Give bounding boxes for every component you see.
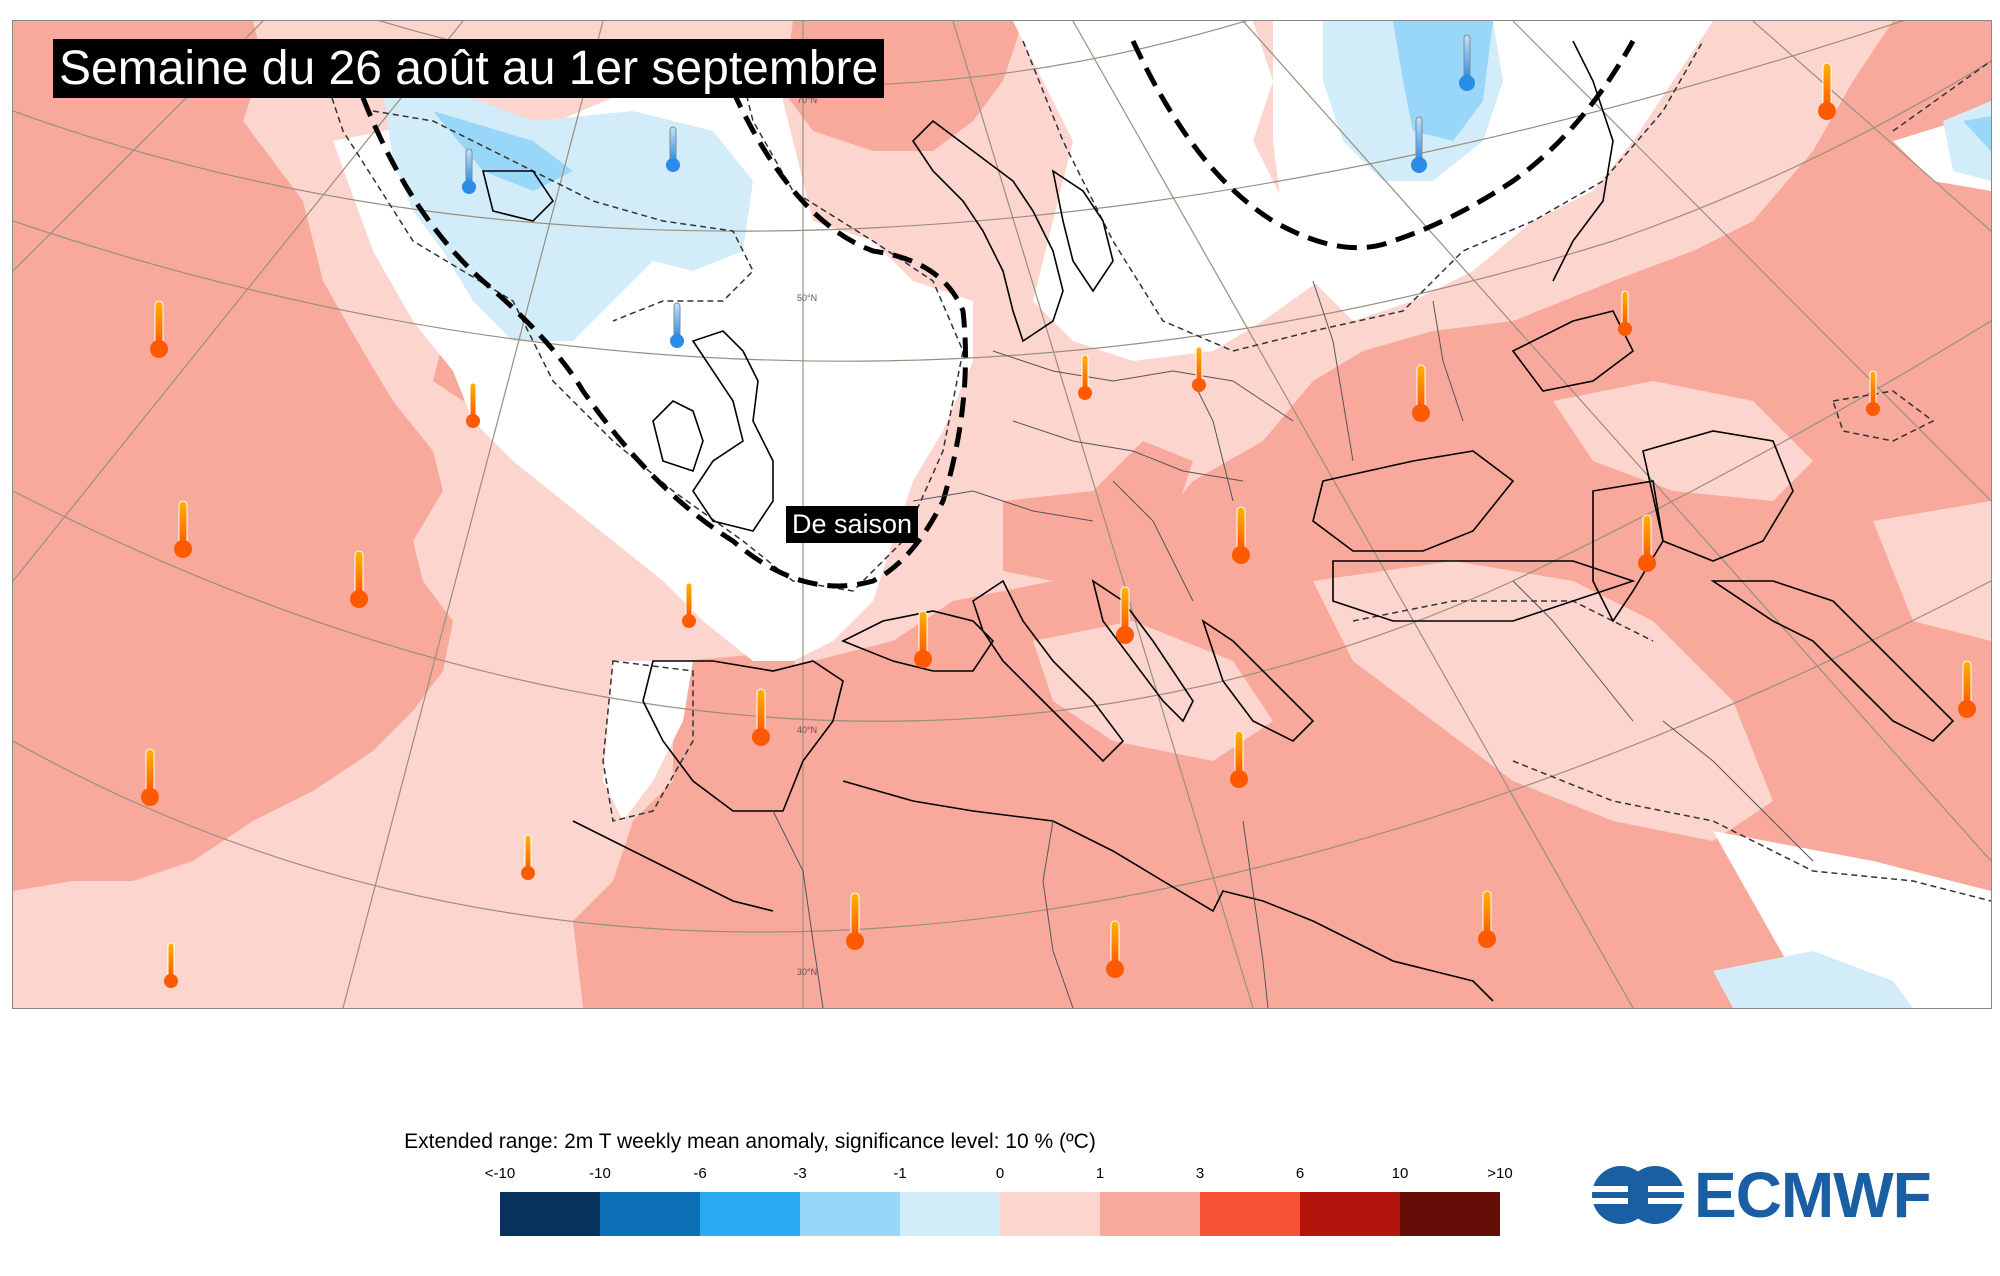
- graticule: [13, 21, 1991, 1008]
- lat-label-30: 30°N: [797, 967, 817, 977]
- legend-swatch: [600, 1192, 700, 1236]
- thermometer-warm-icon: [1230, 730, 1248, 788]
- legend-swatch: [900, 1192, 1000, 1236]
- legend-swatch: [1000, 1192, 1100, 1236]
- anomaly-0-1-patches: [1033, 381, 1991, 841]
- map-canvas: 70°N 50°N 40°N 30°N: [13, 21, 1991, 1008]
- thermometer-warm-icon: [1078, 354, 1092, 400]
- anomaly-map: 70°N 50°N 40°N 30°N: [12, 20, 1992, 1009]
- neutral-region-label: De saison: [786, 506, 919, 543]
- coastlines: [481, 40, 1955, 1002]
- thermometer-warm-icon: [752, 688, 770, 746]
- legend-tick: -6: [693, 1165, 707, 1182]
- legend-swatch: [1300, 1192, 1400, 1236]
- thermometer-warm-icon: [521, 834, 535, 880]
- latitude-labels: 70°N 50°N 40°N 30°N: [797, 95, 817, 977]
- legend-tick: >10: [1487, 1165, 1513, 1182]
- thermometer-warm-icon: [914, 610, 932, 668]
- warm-thermometers: [141, 62, 1976, 988]
- significance-contours: [312, 40, 1991, 902]
- ecmwf-logo-text: ECMWF: [1694, 1159, 1932, 1231]
- thermometer-cold-icon: [1459, 34, 1475, 91]
- thermometer-cold-icon: [670, 302, 684, 348]
- thermometer-warm-icon: [1958, 660, 1976, 718]
- thermometer-cold-icon: [1411, 116, 1427, 173]
- thermometer-warm-icon: [1412, 364, 1430, 422]
- legend-tick: 3: [1195, 1165, 1205, 1182]
- legend-color-bar: [500, 1192, 1500, 1236]
- neutral-boundaries: [340, 39, 1636, 589]
- lat-label-50: 50°N: [797, 293, 817, 303]
- thermometer-warm-icon: [682, 582, 696, 628]
- legend-tick: <-10: [484, 1165, 516, 1182]
- legend-title: Extended range: 2m T weekly mean anomaly…: [404, 1130, 1096, 1153]
- cold-thermometers: [462, 34, 1475, 348]
- thermometer-warm-icon: [1866, 370, 1880, 416]
- legend-swatch: [700, 1192, 800, 1236]
- thermometer-warm-icon: [466, 382, 480, 428]
- lat-label-40: 40°N: [797, 725, 817, 735]
- thermometer-warm-icon: [1116, 586, 1134, 644]
- thermometer-warm-icon: [1818, 62, 1836, 120]
- legend-tick: 6: [1295, 1165, 1305, 1182]
- legend-ticks: <-10 -10 -6 -3 -1 0 1 3 6 10 >10: [485, 1165, 1513, 1185]
- thermometer-warm-icon: [164, 942, 178, 988]
- legend-tick: 10: [1391, 1165, 1409, 1182]
- lat-label-70: 70°N: [797, 95, 817, 105]
- legend-swatch: [800, 1192, 900, 1236]
- legend-tick: -10: [589, 1165, 611, 1182]
- legend-swatch: [1100, 1192, 1200, 1236]
- map-title: Semaine du 26 août au 1er septembre: [53, 39, 885, 98]
- legend-tick: -1: [893, 1165, 907, 1182]
- thermometer-warm-icon: [1638, 514, 1656, 572]
- thermometer-warm-icon: [1106, 920, 1124, 978]
- legend-tick: 1: [1095, 1165, 1105, 1182]
- thermometer-cold-icon: [666, 126, 680, 172]
- borders: [772, 280, 1814, 1008]
- thermometer-warm-icon: [1232, 506, 1250, 564]
- thermometer-warm-icon: [150, 300, 168, 358]
- legend-swatch: [1200, 1192, 1300, 1236]
- thermometer-warm-icon: [1618, 290, 1632, 336]
- legend-tick: -3: [793, 1165, 807, 1182]
- thermometer-warm-icon: [1478, 890, 1496, 948]
- thermometer-warm-icon: [1192, 346, 1206, 392]
- ecmwf-logo: ECMWF: [1590, 1159, 1932, 1231]
- legend-swatch: [500, 1192, 600, 1236]
- legend-tick: 0: [995, 1165, 1005, 1182]
- thermometer-warm-icon: [174, 500, 192, 558]
- thermometer-warm-icon: [350, 550, 368, 608]
- thermometer-warm-icon: [141, 748, 159, 806]
- ecmwf-logo-icon: [1590, 1166, 1686, 1224]
- legend-swatch: [1400, 1192, 1500, 1236]
- thermometer-warm-icon: [846, 892, 864, 950]
- thermometer-cold-icon: [462, 148, 476, 194]
